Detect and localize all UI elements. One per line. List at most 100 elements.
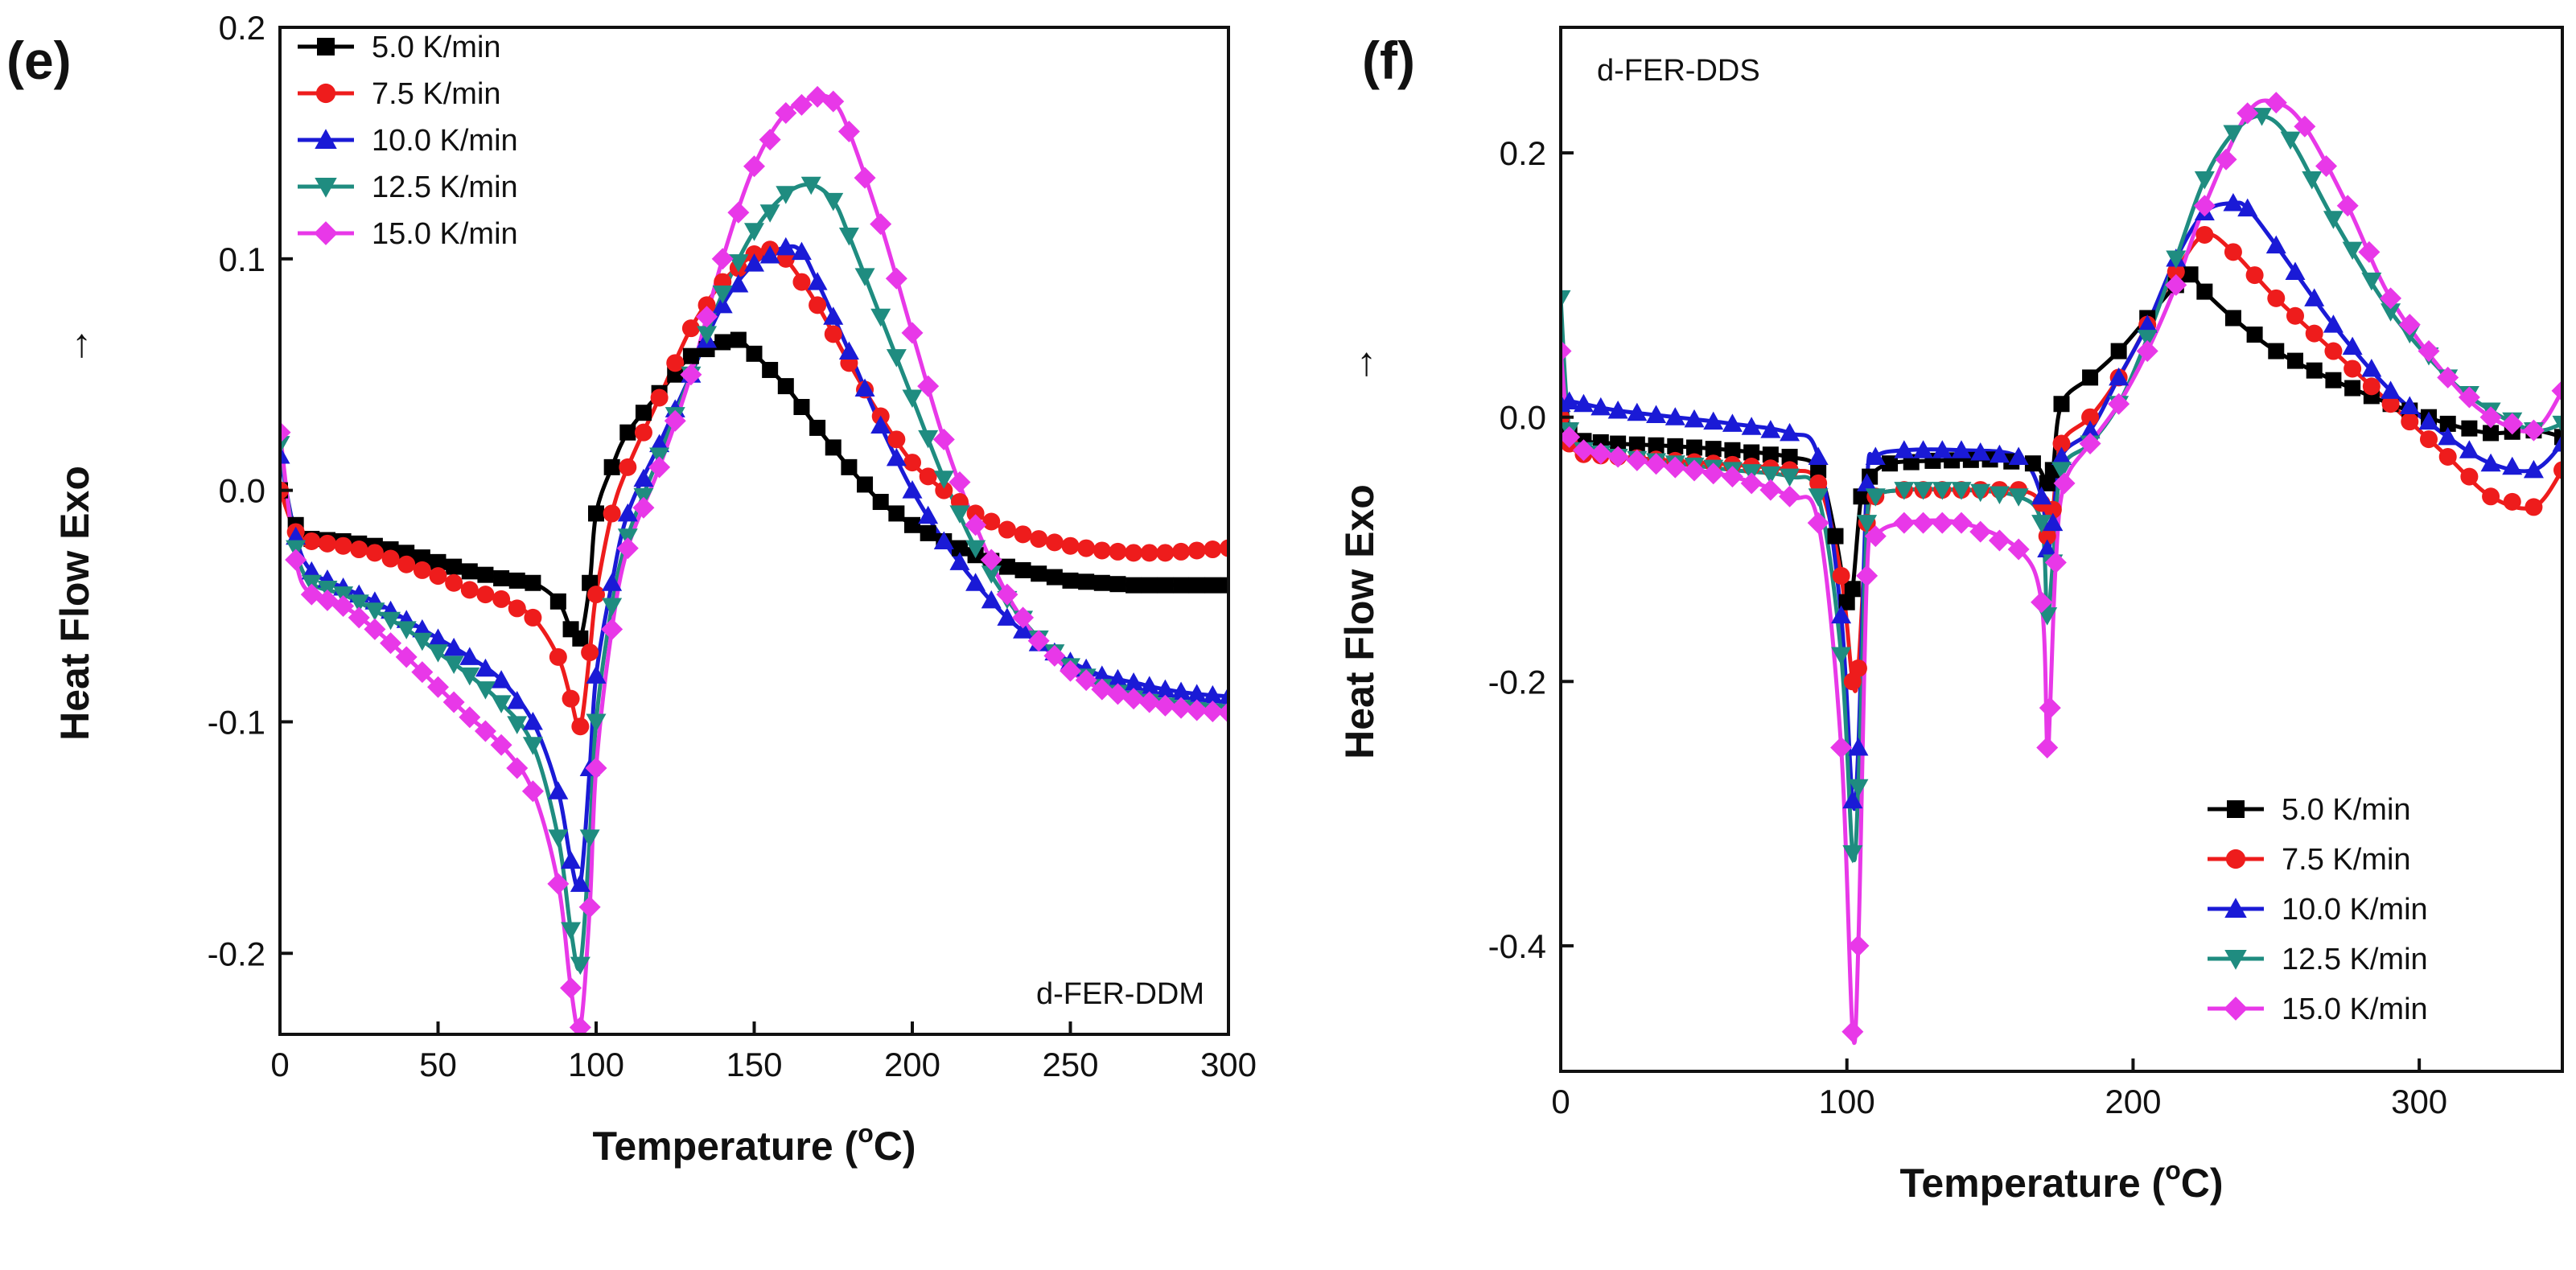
series-5-point (1027, 630, 1050, 652)
series-5-point (1170, 697, 1192, 719)
series-5-point (364, 618, 386, 640)
series-5-point (1779, 485, 1801, 508)
series-2-point (697, 296, 716, 314)
series-3-point (2399, 396, 2420, 415)
series-5-point (917, 375, 940, 397)
series-5-point (2053, 472, 2076, 495)
series-5-point (1138, 691, 1161, 713)
series-5-point (1075, 669, 1097, 692)
series-5-point (949, 471, 971, 494)
series-1-point (2224, 310, 2241, 327)
series-2-point (1156, 544, 1175, 562)
series-5-point (616, 537, 639, 560)
series-5-point (560, 976, 582, 999)
series-5-point (2079, 433, 2101, 455)
series-4-point (2008, 488, 2029, 507)
series-2-point (397, 555, 416, 573)
series-5-point (2136, 340, 2158, 363)
series-2-point (2362, 377, 2381, 396)
x-tick-label: 0 (270, 1046, 289, 1083)
series-4-point (522, 737, 543, 755)
series-3-point (2109, 367, 2130, 386)
series-5-point (1702, 462, 1725, 485)
series-4-point (364, 602, 385, 621)
series-3-point (1013, 620, 1034, 639)
series-4-point (2031, 515, 2052, 533)
series-3-point (1741, 417, 1762, 435)
series-4-point (2137, 330, 2158, 348)
series-3-point (570, 873, 591, 892)
series-3-point (2265, 235, 2286, 254)
series-3-point (586, 665, 607, 684)
series-2-point (2460, 467, 2479, 486)
series-5-point (1893, 512, 1916, 534)
series-1-point (1743, 444, 1760, 461)
series-1-point (2483, 425, 2500, 442)
series-5-point (521, 780, 544, 803)
series-5-point (1683, 459, 1706, 482)
series-4-point (1894, 482, 1915, 500)
series-5-point (2294, 115, 2316, 138)
series-3-point (1123, 672, 1144, 691)
series-3-point (918, 505, 939, 524)
series-5-point (1607, 446, 1629, 468)
series-2-point (1809, 474, 1828, 492)
series-4-point (965, 540, 986, 559)
y-tick-label: 0.1 (219, 240, 265, 278)
series-5-point (2522, 419, 2545, 442)
series-3-point (1573, 393, 1594, 413)
series-5-point (2036, 736, 2059, 758)
series-2-point (982, 512, 1001, 531)
x-tick-label: 100 (1819, 1083, 1875, 1120)
series-4-point (2342, 241, 2363, 261)
series-5-point (1645, 453, 1668, 475)
series-1-point (2344, 380, 2361, 397)
series-1-point (1882, 455, 1899, 472)
series-3-point (443, 637, 464, 656)
series-1-point (2182, 266, 2199, 283)
series-5-point (2007, 538, 2030, 561)
y-tick-label: 0.2 (219, 9, 265, 47)
series-5-point (348, 606, 370, 629)
series-1-point (682, 347, 699, 364)
series-5-point (1740, 472, 1763, 495)
series-2-point (903, 454, 921, 472)
series-1-point (2306, 362, 2323, 379)
series-5-point (1154, 694, 1176, 717)
series-4-point (759, 204, 780, 223)
y-tick-label: -0.2 (1488, 663, 1546, 701)
series-5-point (1091, 678, 1113, 701)
series-2-point (919, 467, 937, 486)
series-4-point (1913, 482, 1934, 500)
series-4-point (459, 667, 480, 686)
series-5-point (395, 646, 418, 668)
series-2-point (1187, 541, 1206, 560)
series-2-point (887, 430, 906, 449)
y-tick-label: 0.0 (1500, 399, 1546, 437)
series-1-point (1078, 573, 1095, 590)
legend-label-1: 5.0 K/min (2282, 793, 2411, 827)
series-2-point (2224, 243, 2242, 261)
series-5-point (1950, 512, 1973, 534)
series-1-point (825, 439, 842, 456)
series-5-point (711, 248, 734, 270)
series-1-point (1810, 462, 1827, 479)
series-2-point (1030, 530, 1048, 549)
series-4-point (1857, 515, 1878, 533)
series-5-point (1664, 456, 1686, 479)
series-5-point (885, 267, 907, 290)
series-3-point (561, 850, 582, 869)
series-5-point (2031, 591, 2053, 614)
legend-marker-1 (317, 38, 335, 55)
series-1-point (888, 505, 905, 522)
series-3-point (2237, 198, 2258, 217)
series-2-point (824, 325, 842, 343)
series-3-point (280, 445, 290, 464)
legend-marker-2 (2225, 849, 2246, 869)
series-3-point (412, 619, 433, 638)
series-2-point (1109, 542, 1127, 561)
series-3-point (1607, 400, 1628, 419)
series-1-point (904, 516, 920, 533)
legend-label-3: 10.0 K/min (2282, 893, 2428, 927)
series-2-point (571, 717, 590, 736)
